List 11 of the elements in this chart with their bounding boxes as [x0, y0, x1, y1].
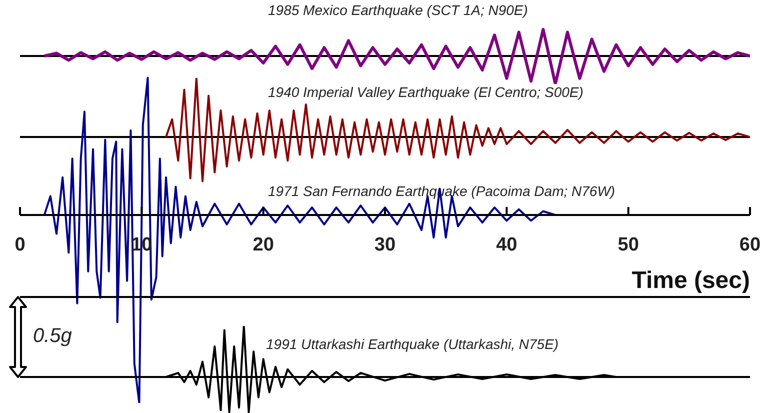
text: 1991 Uttarkashi Earthquake (Uttarkashi, N75E)	[266, 336, 559, 352]
chart-title: 1940 Imperial Valley Earthquake (El Centro; S00E)	[268, 84, 584, 100]
x-axis-title: Time (sec)	[632, 267, 750, 295]
x-tick-label: 50	[618, 234, 639, 256]
x-tick-label: 60	[739, 234, 761, 256]
x-tick-label: 40	[496, 234, 518, 256]
x-tick-label: 30	[374, 234, 396, 256]
chart-title: 1985 Mexico Earthquake (SCT 1A; N90E)	[268, 2, 528, 18]
annotation: 0.5g	[33, 325, 72, 348]
x-tick-label: 0	[14, 234, 26, 256]
x-tick-label: 20	[252, 234, 274, 256]
